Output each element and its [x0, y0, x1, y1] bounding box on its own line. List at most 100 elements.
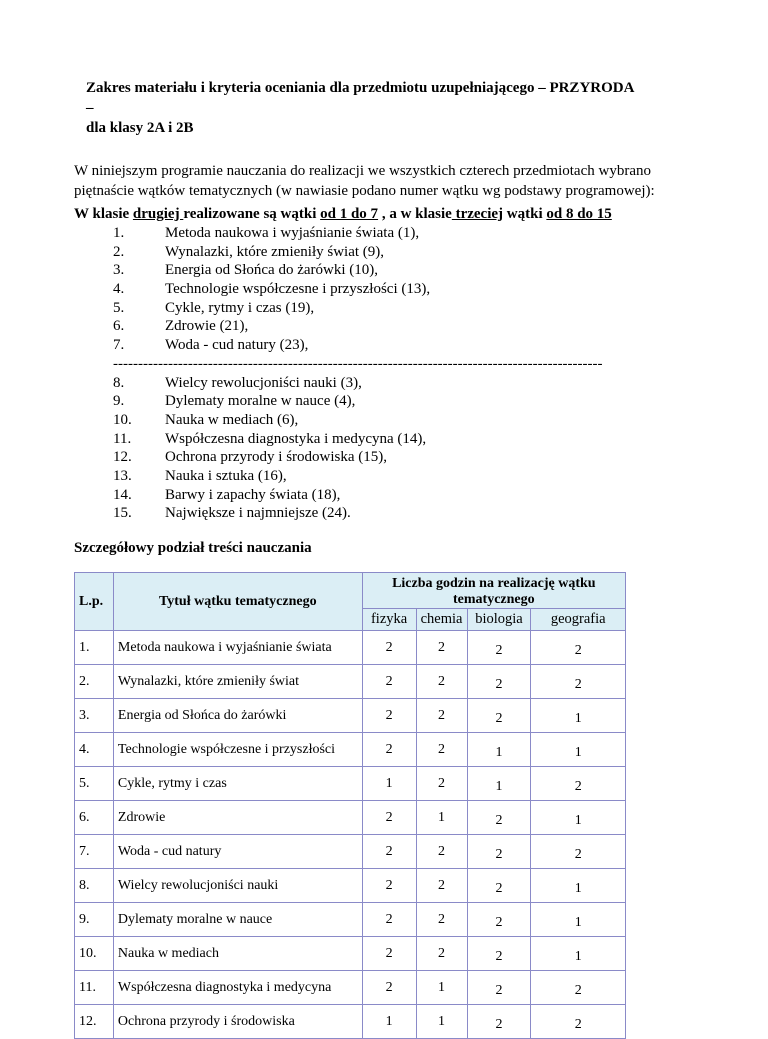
hours-table: L.p. Tytuł wątku tematycznego Liczba god… — [74, 572, 627, 1039]
topic-number: 11. — [113, 430, 132, 447]
topic-item: 15. Największe i najmniejsze (24). — [74, 504, 634, 523]
intro-line-1: W niniejszym programie nauczania do real… — [74, 163, 651, 179]
cell-hours-chemia: 2 — [415, 766, 468, 801]
topic-item: 8. Wielcy rewolucjoniści nauki (3), — [74, 374, 634, 393]
table-row: 2. Wynalazki, które zmieniły świat 2 2 2 2 — [74, 664, 626, 699]
topic-item: 13. Nauka i sztuka (16), — [74, 467, 634, 486]
cell-title: Cykle, rytmy i czas — [112, 766, 363, 801]
cell-hours-geografia: 2 — [530, 766, 626, 801]
cell-hours-fizyka: 2 — [361, 630, 417, 665]
cell-hours-biologia: 2 — [466, 664, 532, 699]
class-text: realizowane są wątki — [183, 206, 321, 222]
cell-hours-geografia: 2 — [530, 834, 626, 869]
cell-hours-chemia: 2 — [415, 664, 468, 699]
cell-hours-biologia: 2 — [466, 834, 532, 869]
topic-number: 2. — [113, 243, 125, 260]
separator-line: ----------------------------------------… — [113, 355, 603, 372]
topic-item: 2. Wynalazki, które zmieniły świat (9), — [74, 243, 634, 262]
topic-number: 14. — [113, 486, 132, 503]
cell-hours-fizyka: 2 — [361, 902, 417, 937]
topic-number: 6. — [113, 318, 125, 335]
cell-hours-biologia: 1 — [466, 766, 532, 801]
col-header-title: Tytuł wątku tematycznego — [112, 572, 363, 631]
cell-hours-geografia: 2 — [530, 970, 626, 1005]
cell-hours-biologia: 2 — [466, 936, 532, 971]
cell-hours-geografia: 2 — [530, 1004, 626, 1039]
cell-hours-fizyka: 2 — [361, 732, 417, 767]
table-row: 12. Ochrona przyrody i środowiska 1 1 2 2 — [74, 1004, 626, 1039]
topic-text: Barwy i zapachy świata (18), — [165, 486, 341, 503]
cell-hours-chemia: 2 — [415, 834, 468, 869]
class-text: , a w klasie — [378, 206, 452, 222]
intro-line-2: piętnaście wątków tematycznych (w nawias… — [74, 182, 655, 199]
cell-title: Metoda naukowa i wyjaśnianie świata — [112, 630, 363, 665]
topic-number: 13. — [113, 467, 132, 484]
topic-number: 12. — [113, 449, 132, 466]
topic-number: 4. — [113, 281, 125, 298]
topic-item: 7. Woda - cud natury (23), — [74, 336, 634, 355]
cell-hours-geografia: 1 — [530, 936, 626, 971]
topic-item: 9. Dylematy moralne w nauce (4), — [74, 392, 634, 411]
table-row: 11. Współczesna diagnostyka i medycyna 2 1 2… — [74, 970, 626, 1005]
topic-item: 10. Nauka w mediach (6), — [74, 411, 634, 430]
table-row: 9. Dylematy moralne w nauce 2 2 2 1 — [74, 902, 626, 937]
topic-text: Nauka i sztuka (16), — [165, 467, 287, 484]
topic-text: Woda - cud natury (23), — [165, 337, 309, 354]
topic-number: 3. — [113, 262, 125, 279]
cell-lp: 10. — [74, 936, 114, 971]
cell-hours-fizyka: 2 — [361, 698, 417, 733]
intro-paragraph: W niniejszym programie nauczania do real… — [74, 162, 655, 201]
cell-title: Ochrona przyrody i środowiska — [112, 1004, 363, 1039]
cell-title: Technologie współczesne i przyszłości — [112, 732, 363, 767]
cell-title: Dylematy moralne w nauce — [112, 902, 363, 937]
cell-hours-chemia: 2 — [415, 732, 468, 767]
cell-hours-geografia: 1 — [530, 868, 626, 903]
table-row: 4. Technologie współczesne i przyszłości 2… — [74, 732, 626, 767]
cell-hours-fizyka: 2 — [361, 834, 417, 869]
cell-hours-geografia: 1 — [530, 800, 626, 835]
cell-hours-chemia: 1 — [415, 800, 468, 835]
topic-number: 9. — [113, 393, 125, 410]
cell-hours-chemia: 2 — [415, 868, 468, 903]
cell-hours-biologia: 2 — [466, 698, 532, 733]
cell-hours-biologia: 2 — [466, 868, 532, 903]
topic-number: 15. — [113, 505, 132, 522]
cell-hours-fizyka: 2 — [361, 936, 417, 971]
topic-text: Energia od Słońca do żarówki (10), — [165, 262, 378, 279]
table-row: 6. Zdrowie 2 1 2 1 — [74, 800, 626, 835]
col-header-biologia: biologia — [466, 608, 532, 631]
cell-hours-chemia: 2 — [415, 630, 468, 665]
class-second: drugiej — [132, 206, 184, 222]
topic-text: Wynalazki, które zmieniły świat (9), — [165, 243, 385, 260]
table-row: 3. Energia od Słońca do żarówki 2 2 2 1 — [74, 698, 626, 733]
cell-lp: 11. — [74, 970, 114, 1005]
cell-hours-geografia: 1 — [530, 732, 626, 767]
cell-lp: 9. — [74, 902, 114, 937]
cell-lp: 2. — [74, 664, 114, 699]
cell-hours-biologia: 2 — [466, 902, 532, 937]
cell-hours-biologia: 2 — [466, 1004, 532, 1039]
cell-hours-fizyka: 2 — [361, 868, 417, 903]
cell-title: Zdrowie — [112, 800, 363, 835]
cell-hours-geografia: 1 — [530, 902, 626, 937]
cell-hours-fizyka: 2 — [361, 800, 417, 835]
cell-title: Współczesna diagnostyka i medycyna — [112, 970, 363, 1005]
col-header-chemia: chemia — [415, 608, 468, 631]
topic-text: Dylematy moralne w nauce (4), — [165, 393, 356, 410]
col-header-fizyka: fizyka — [361, 608, 417, 631]
title-line-1: Zakres materiału i kryteria oceniania dl… — [86, 80, 634, 116]
class-third: trzeciej — [451, 206, 504, 222]
cell-title: Energia od Słońca do żarówki — [112, 698, 363, 733]
cell-hours-biologia: 2 — [466, 630, 532, 665]
section-heading: Szczegółowy podział treści nauczania — [74, 540, 312, 556]
cell-hours-chemia: 2 — [415, 698, 468, 733]
topic-item: 12. Ochrona przyrody i środowiska (15), — [74, 448, 634, 467]
topic-item: 6. Zdrowie (21), — [74, 317, 634, 336]
topic-item: 1. Metoda naukowa i wyjaśnianie świata (1… — [74, 224, 634, 243]
topic-item: 3. Energia od Słońca do żarówki (10), — [74, 261, 634, 280]
topic-text: Nauka w mediach (6), — [165, 411, 299, 428]
cell-lp: 5. — [74, 766, 114, 801]
class-assignment: W klasie drugiej realizowane są wątki od… — [74, 205, 634, 224]
topic-text: Ochrona przyrody i środowiska (15), — [165, 449, 388, 466]
cell-lp: 1. — [74, 630, 114, 665]
